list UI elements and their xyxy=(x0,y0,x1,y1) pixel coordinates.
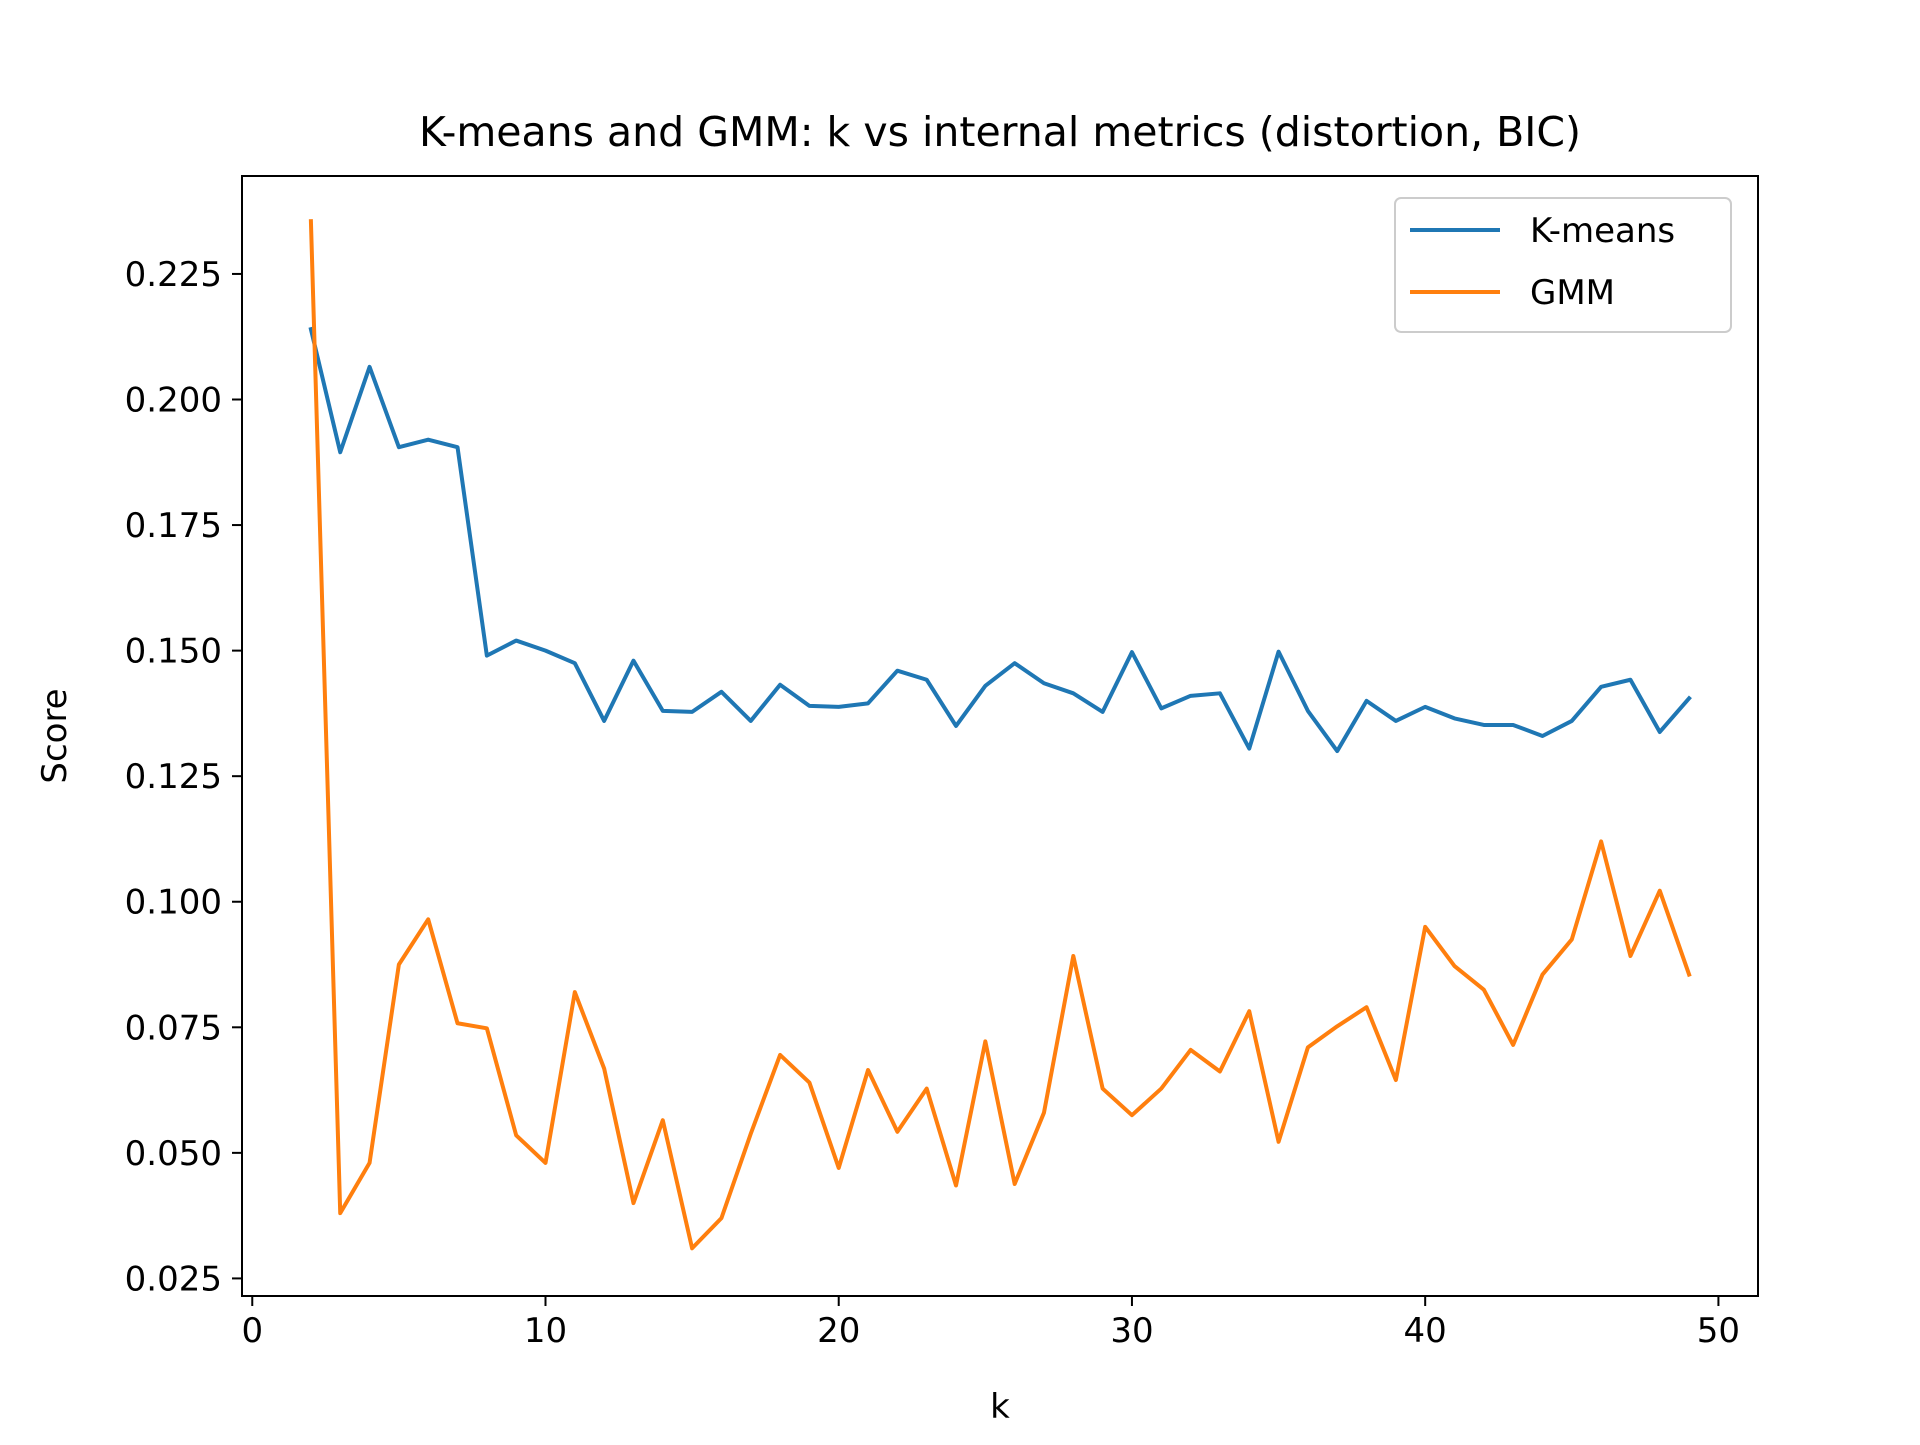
x-tick-label: 20 xyxy=(817,1311,860,1351)
plot-lines xyxy=(308,219,1692,1251)
x-tick-label: 40 xyxy=(1404,1311,1447,1351)
x-tick-label: 0 xyxy=(241,1311,263,1351)
plot-frame xyxy=(241,175,1759,1297)
y-tick-label: 0.100 xyxy=(125,883,222,923)
y-tick-label: 0.175 xyxy=(125,506,222,546)
series-line-gmm xyxy=(308,219,1692,1251)
x-axis-ticks: 0 10 20 30 40 50 xyxy=(241,1296,1740,1351)
y-tick-label: 0.075 xyxy=(125,1008,222,1048)
y-tick-label: 0.150 xyxy=(125,632,222,672)
x-tick-label: 10 xyxy=(524,1311,567,1351)
legend-label-kmeans: K-means xyxy=(1530,211,1675,251)
legend-label-gmm: GMM xyxy=(1530,273,1615,313)
y-tick-label: 0.225 xyxy=(125,255,222,295)
y-tick-label: 0.200 xyxy=(125,380,222,420)
y-tick-label: 0.025 xyxy=(125,1259,222,1299)
x-tick-label: 30 xyxy=(1110,1311,1153,1351)
y-axis-label: Score xyxy=(35,688,75,783)
y-axis-ticks: 0.025 0.050 0.075 0.100 0.125 0.150 0.175 0.200… xyxy=(125,255,242,1299)
chart-title: K-means and GMM: k vs internal metrics (… xyxy=(419,108,1581,156)
y-tick-label: 0.125 xyxy=(125,757,222,797)
x-tick-label: 50 xyxy=(1697,1311,1740,1351)
legend: K-means GMM xyxy=(1394,197,1732,333)
x-axis-label: k xyxy=(990,1387,1010,1427)
y-tick-label: 0.050 xyxy=(125,1134,222,1174)
series-line-kmeans xyxy=(308,326,1692,754)
